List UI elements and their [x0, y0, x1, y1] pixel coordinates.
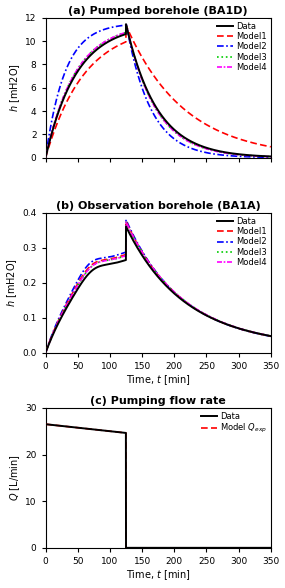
Legend: Data, Model $Q_{exp}$: Data, Model $Q_{exp}$ [198, 409, 269, 438]
Title: (c) Pumping flow rate: (c) Pumping flow rate [90, 396, 226, 406]
Legend: Data, Model1, Model2, Model3, Model4: Data, Model1, Model2, Model3, Model4 [214, 19, 269, 75]
Legend: Data, Model1, Model2, Model3, Model4: Data, Model1, Model2, Model3, Model4 [214, 215, 269, 269]
Title: (b) Observation borehole (BA1A): (b) Observation borehole (BA1A) [56, 201, 260, 211]
Y-axis label: $Q$ [L/min]: $Q$ [L/min] [9, 455, 22, 501]
Y-axis label: $h$ [mH2O]: $h$ [mH2O] [5, 258, 19, 307]
Y-axis label: $h$ [mH2O]: $h$ [mH2O] [9, 64, 22, 112]
X-axis label: Time, $t$ [min]: Time, $t$ [min] [126, 373, 190, 387]
X-axis label: Time, $t$ [min]: Time, $t$ [min] [126, 569, 190, 583]
Title: (a) Pumped borehole (BA1D): (a) Pumped borehole (BA1D) [68, 5, 248, 15]
